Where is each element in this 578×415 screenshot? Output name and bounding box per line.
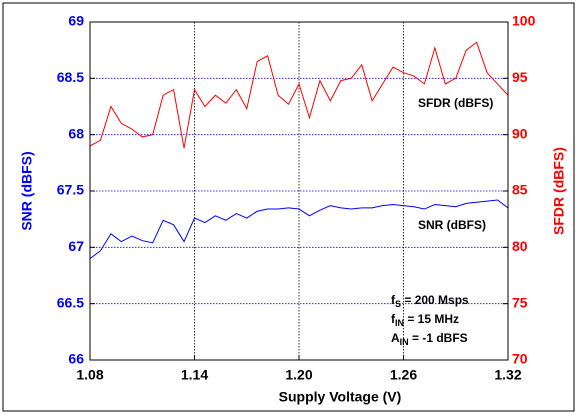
annotation: fS = 200 Msps	[391, 293, 469, 309]
annotation: AIN = -1 dBFS	[391, 331, 468, 347]
y2-tick-label: 80	[512, 238, 528, 254]
annotation-main: f	[391, 312, 396, 326]
x-tick-label: 1.14	[181, 367, 208, 383]
y-tick-label: 69	[68, 13, 84, 29]
annotation-main: f	[391, 293, 396, 307]
annotation-rest: = 200 Msps	[401, 293, 469, 307]
annotation-sub: IN	[400, 337, 409, 347]
x-tick-label: 1.32	[494, 367, 521, 383]
x-axis-label: Supply Voltage (V)	[279, 389, 402, 405]
frame	[2, 2, 575, 412]
x-tick-label: 1.26	[390, 367, 417, 383]
y-tick-label: 67	[68, 238, 84, 254]
annotation-rest: = 15 MHz	[404, 312, 459, 326]
y2-tick-label: 75	[512, 294, 528, 310]
y2-tick-label: 100	[512, 13, 536, 29]
annotation-main: A	[391, 331, 400, 345]
plot-border	[89, 21, 509, 361]
y-tick-label: 67.5	[57, 182, 84, 198]
y2-tick-label: 85	[512, 182, 528, 198]
y-tick-label: 66	[68, 351, 84, 367]
annotation-rest: = -1 dBFS	[409, 331, 468, 345]
y2-tick-label: 70	[512, 351, 528, 367]
x-tick-label: 1.20	[285, 367, 312, 383]
annotation-sub: S	[395, 299, 401, 309]
y2-tick-label: 90	[512, 125, 528, 141]
annotation-sub: IN	[395, 318, 404, 328]
series-label: SFDR (dBFS)	[418, 96, 493, 110]
y2-axis-label: SFDR (dBFS)	[551, 147, 567, 235]
y-tick-label: 66.5	[57, 294, 84, 310]
y-axis-label: SNR (dBFS)	[19, 151, 35, 230]
y-tick-label: 68	[68, 125, 84, 141]
x-tick-label: 1.08	[76, 367, 103, 383]
line-series	[89, 199, 509, 259]
line-series	[89, 41, 509, 149]
y2-tick-label: 95	[512, 69, 528, 85]
annotation: fIN = 15 MHz	[391, 312, 459, 328]
series-label: SNR (dBFS)	[418, 218, 486, 232]
y-tick-label: 68.5	[57, 69, 84, 85]
